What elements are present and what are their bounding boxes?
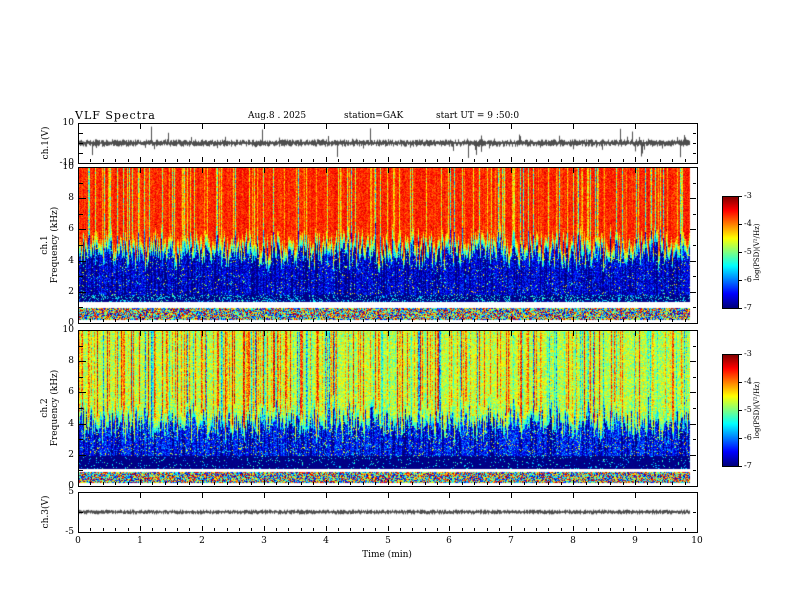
colorbar-tick-label: -6	[744, 433, 752, 442]
ch1-spec-ylabel: ch.1 Frequency (kHz)	[40, 207, 60, 284]
y-tick-label: 8	[68, 356, 74, 366]
x-tick-label: 0	[75, 536, 81, 546]
colorbar-tick-label: -3	[744, 191, 752, 200]
x-tick-label: 9	[632, 536, 638, 546]
ch2-spec-channel-label: ch.2	[40, 398, 50, 418]
x-tick-label: 8	[570, 536, 576, 546]
y-tick-label: 5	[68, 487, 74, 497]
ch1-wave-ylabel: ch.1(V)	[41, 126, 51, 160]
y-tick-label: -10	[59, 158, 75, 168]
y-tick-label: 4	[68, 419, 74, 429]
colorbar-tick-label: -6	[744, 275, 752, 284]
y-tick-label: 10	[62, 325, 74, 335]
x-tick-label: 1	[137, 536, 143, 546]
ch1-spec-frequency-label: Frequency (kHz)	[50, 206, 60, 284]
x-tick-label: 4	[323, 536, 329, 546]
y-tick-label: 0	[68, 318, 74, 328]
ch3-wave-ylabel: ch.3(V)	[41, 495, 51, 529]
y-tick-label: 10	[62, 162, 74, 172]
x-tick-label: 3	[261, 536, 267, 546]
y-tick-label: -5	[65, 527, 74, 537]
y-tick-label: 8	[68, 193, 74, 203]
y-tick-label: 4	[68, 256, 74, 266]
header-start-ut: start UT = 9 :50:0	[436, 111, 520, 121]
y-tick-label: 0	[68, 481, 74, 491]
ch3-waveform-canvas	[78, 492, 697, 532]
colorbar-tick-label: -4	[744, 377, 752, 386]
header-date: Aug.8 . 2025	[248, 111, 307, 121]
y-tick-label: 2	[68, 450, 74, 460]
colorbar-tick-label: -5	[744, 405, 752, 414]
x-tick-label: 6	[446, 536, 452, 546]
colorbar-tick-label: -4	[744, 219, 752, 228]
y-tick-label: 10	[62, 118, 74, 128]
ch1-spectrogram-canvas	[78, 167, 697, 323]
colorbar-tick-label: -7	[744, 461, 752, 470]
y-tick-label: 6	[68, 224, 74, 234]
y-tick-label: 2	[68, 287, 74, 297]
ch2-colorbar	[722, 354, 738, 466]
ch2-spec-frequency-label: Frequency (kHz)	[50, 369, 60, 447]
colorbar-tick-label: -7	[744, 303, 752, 312]
colorbar-tick-label: -3	[744, 349, 752, 358]
ch1-spec-channel-label: ch.1	[40, 235, 50, 255]
y-tick-label: 6	[68, 387, 74, 397]
x-tick-label: 10	[691, 536, 703, 546]
x-axis-label: Time (min)	[362, 550, 412, 560]
colorbar-tick-label: -5	[744, 247, 752, 256]
x-tick-label: 2	[199, 536, 205, 546]
ch1-waveform-canvas	[78, 123, 697, 163]
x-tick-label: 5	[385, 536, 391, 546]
ch1-colorbar	[722, 196, 738, 308]
ch2-spec-ylabel: ch.2 Frequency (kHz)	[40, 370, 60, 447]
header-station: station=GAK	[344, 111, 404, 121]
ch2-spectrogram-canvas	[78, 330, 697, 486]
x-tick-label: 7	[508, 536, 514, 546]
figure-title: VLF Spectra	[75, 109, 156, 122]
